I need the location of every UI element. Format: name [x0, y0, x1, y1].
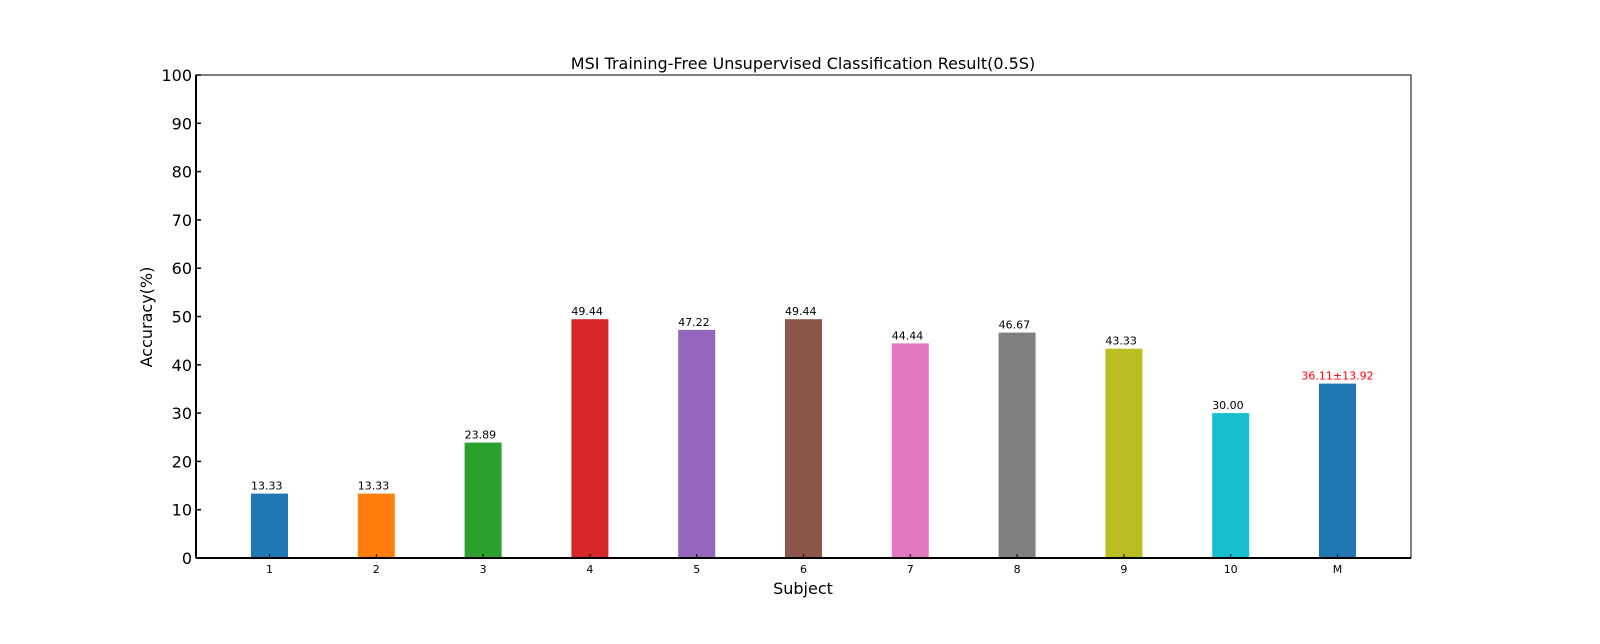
bar-10	[1212, 413, 1250, 558]
x-tick-label-9: 9	[1120, 563, 1127, 576]
y-tick-label-60: 60	[172, 259, 192, 278]
x-tick-label-2: 2	[373, 563, 380, 576]
value-label-1: 13.33	[251, 480, 283, 493]
chart-title: MSI Training-Free Unsupervised Classific…	[571, 54, 1035, 73]
y-tick-label-70: 70	[172, 211, 192, 230]
x-tick-label-8: 8	[1014, 563, 1021, 576]
bar-1	[251, 493, 288, 558]
y-tick-label-100: 100	[161, 66, 192, 85]
bar-5	[678, 329, 716, 558]
bar-6	[785, 319, 822, 558]
x-tick-label-1: 1	[266, 563, 273, 576]
bar-3	[464, 442, 502, 558]
x-tick-label-4: 4	[586, 563, 593, 576]
bars-layer	[251, 319, 1356, 558]
y-tick-label-30: 30	[172, 404, 192, 423]
y-tick-label-90: 90	[172, 114, 192, 133]
value-label-M: 36.11±13.92	[1301, 370, 1373, 383]
bar-8	[998, 332, 1036, 558]
bar-M	[1319, 383, 1356, 558]
value-label-8: 46.67	[999, 319, 1031, 332]
x-axis: 1 2 3 4 5 6 7 8 9 10 M	[266, 554, 1342, 576]
x-tick-label-7: 7	[907, 563, 914, 576]
y-tick-label-40: 40	[172, 356, 192, 375]
x-tick-label-3: 3	[480, 563, 487, 576]
bar-7	[891, 343, 929, 558]
y-axis-label: Accuracy(%)	[137, 267, 156, 368]
bar-9	[1105, 348, 1143, 558]
value-label-4: 49.44	[571, 305, 603, 318]
y-tick-label-50: 50	[172, 308, 192, 327]
value-labels-layer: 13.33 13.33 23.89 49.44 47.22 49.44 44.44 46.67…	[251, 305, 1374, 492]
y-tick-label-80: 80	[172, 163, 192, 182]
y-tick-label-20: 20	[172, 452, 192, 471]
y-axis: 0 10 20 30 40 50 60 70 80 90 100	[161, 66, 201, 568]
x-tick-label-10: 10	[1224, 563, 1238, 576]
y-tick-label-10: 10	[172, 501, 192, 520]
bar-2	[357, 493, 395, 558]
value-label-7: 44.44	[892, 329, 924, 342]
x-tick-label-5: 5	[693, 563, 700, 576]
bar-4	[571, 319, 609, 558]
x-tick-label-M: M	[1333, 563, 1343, 576]
x-axis-label: Subject	[773, 579, 833, 598]
y-tick-label-0: 0	[182, 549, 192, 568]
value-label-2: 13.33	[358, 480, 390, 493]
value-label-6: 49.44	[785, 305, 817, 318]
value-label-10: 30.00	[1212, 399, 1244, 412]
value-label-3: 23.89	[465, 429, 497, 442]
x-tick-label-6: 6	[800, 563, 807, 576]
value-label-9: 43.33	[1105, 335, 1137, 348]
value-label-5: 47.22	[678, 316, 710, 329]
